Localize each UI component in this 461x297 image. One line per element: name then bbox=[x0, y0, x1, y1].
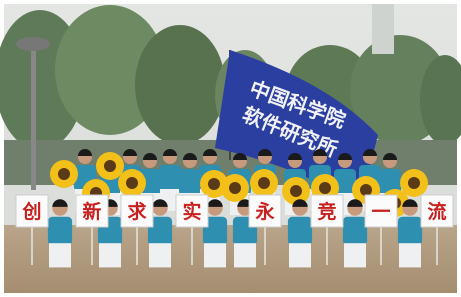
pants bbox=[344, 243, 366, 267]
shirt bbox=[159, 165, 181, 191]
sign-text: 流 bbox=[427, 200, 446, 223]
seed-head bbox=[126, 177, 138, 189]
sign-text: 新 bbox=[82, 200, 101, 223]
seed-head bbox=[360, 184, 372, 196]
seed-head bbox=[229, 182, 241, 194]
seed-head bbox=[58, 168, 70, 180]
seed-head bbox=[319, 182, 331, 194]
seed-head bbox=[258, 177, 270, 189]
pants bbox=[234, 243, 256, 267]
shirt bbox=[288, 217, 312, 246]
pants bbox=[99, 243, 121, 267]
sign-text: 一 bbox=[371, 201, 390, 223]
pants bbox=[399, 243, 421, 267]
pants bbox=[149, 243, 171, 267]
sign-text: 竞 bbox=[317, 200, 336, 223]
page: 中国科学院 软件研究所 创新求实永竞一流 (() => { const data… bbox=[0, 0, 461, 297]
pants bbox=[289, 243, 311, 267]
lamp bbox=[16, 37, 50, 51]
lamp-post bbox=[31, 50, 36, 190]
sign-text: 求 bbox=[127, 200, 147, 223]
sign-text: 创 bbox=[21, 200, 41, 223]
building bbox=[372, 4, 394, 54]
sign-text: 实 bbox=[182, 200, 201, 223]
sign-text: 永 bbox=[254, 200, 275, 223]
seed-head bbox=[208, 178, 220, 190]
seed-head bbox=[290, 185, 302, 197]
shirt bbox=[398, 217, 422, 246]
shirt bbox=[48, 217, 72, 246]
photo: 中国科学院 软件研究所 创新求实永竞一流 bbox=[0, 0, 461, 297]
pants bbox=[204, 243, 226, 267]
pants bbox=[49, 243, 71, 267]
seed-head bbox=[408, 177, 420, 189]
shirt bbox=[343, 217, 367, 246]
seed-head bbox=[104, 160, 116, 172]
shirt bbox=[179, 169, 201, 195]
